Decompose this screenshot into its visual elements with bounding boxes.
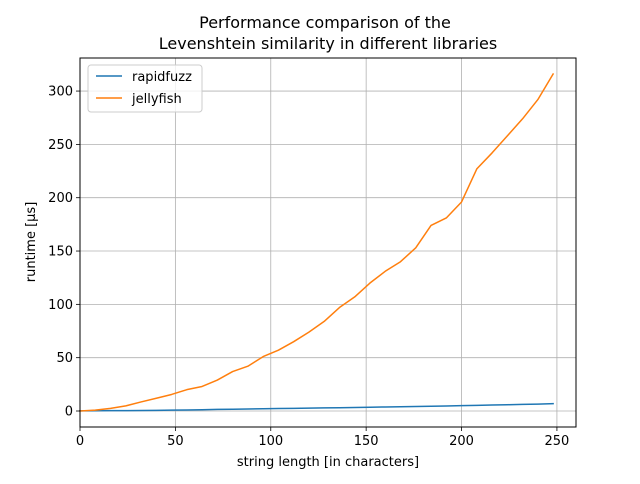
grid-lines — [79, 58, 576, 427]
chart-title-line-1: Performance comparison of the — [199, 13, 451, 32]
y-tick-label: 50 — [56, 351, 73, 366]
x-tick-label: 50 — [167, 434, 184, 449]
y-tick-label: 0 — [65, 405, 73, 420]
legend: rapidfuzz jellyfish — [87, 64, 203, 113]
y-tick-label: 100 — [48, 298, 73, 313]
y-tick-label: 150 — [48, 245, 73, 260]
x-tick-label: 150 — [354, 434, 379, 449]
series-lines — [79, 72, 555, 412]
x-tick-label: 0 — [76, 434, 84, 449]
legend-label-jellyfish: jellyfish — [131, 92, 182, 107]
y-tick-label: 200 — [48, 191, 73, 206]
y-tick-label: 250 — [48, 138, 73, 153]
legend-label-rapidfuzz: rapidfuzz — [132, 70, 192, 85]
y-axis-label: runtime [µs] — [24, 202, 39, 283]
y-axis-ticks: 0 50 100 150 200 250 300 — [48, 85, 80, 420]
axes-frame — [79, 57, 577, 428]
y-tick-label: 300 — [48, 85, 73, 100]
x-tick-label: 200 — [449, 434, 474, 449]
chart-title-line-2: Levenshtein similarity in different libr… — [159, 34, 497, 53]
x-tick-label: 100 — [258, 434, 283, 449]
x-tick-label: 250 — [545, 434, 570, 449]
series-line-rapidfuzz — [79, 402, 554, 412]
x-axis-label: string length [in characters] — [237, 455, 419, 470]
series-line-jellyfish — [79, 72, 555, 412]
x-axis-ticks: 0 50 100 150 200 250 — [76, 427, 569, 449]
